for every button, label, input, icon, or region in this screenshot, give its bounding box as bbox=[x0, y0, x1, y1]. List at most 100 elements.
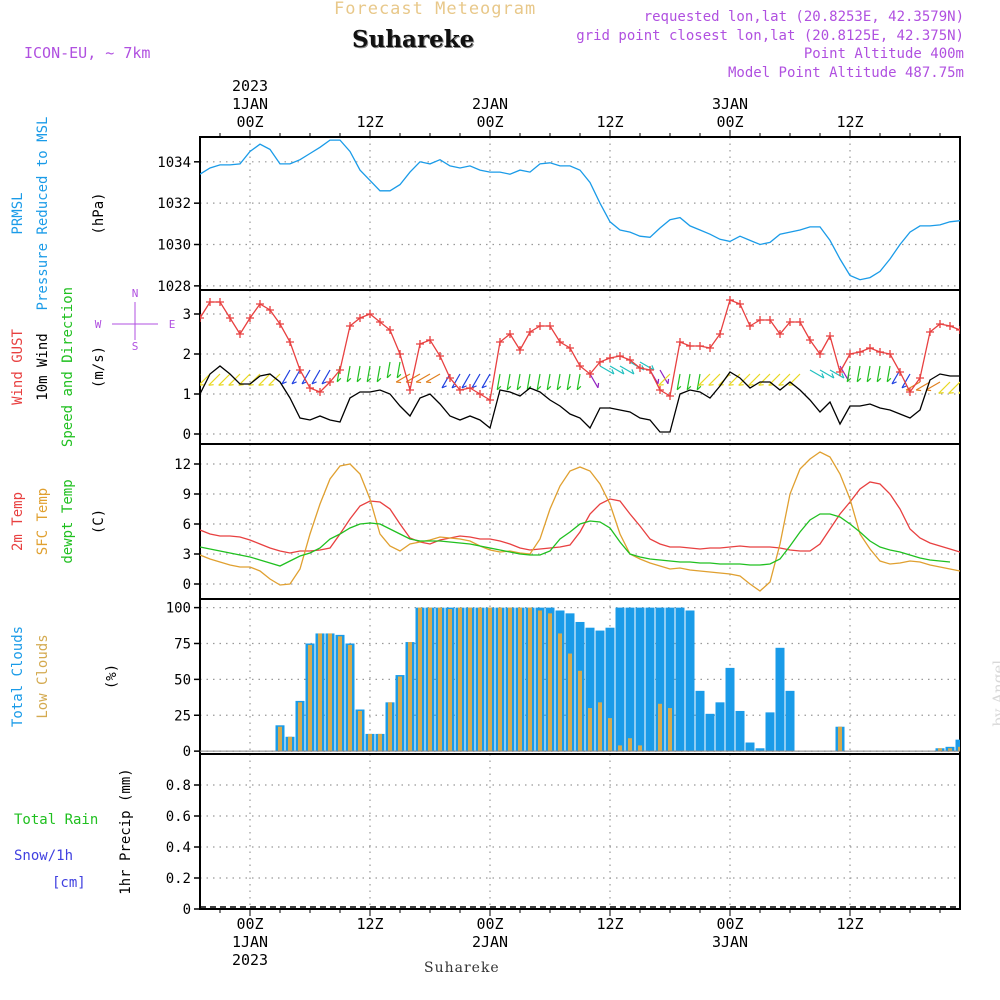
low-cloud-bar bbox=[658, 703, 662, 752]
wind-barb-head bbox=[396, 373, 402, 379]
gust-marker bbox=[876, 348, 884, 356]
plot-area-pressure bbox=[200, 139, 960, 281]
total-cloud-bar bbox=[685, 610, 695, 752]
chart-title: Forecast Meteogram bbox=[334, 0, 537, 19]
wind-barb-head bbox=[576, 385, 582, 391]
wind-barb bbox=[301, 369, 311, 385]
gust-marker bbox=[586, 370, 594, 378]
wind-barb bbox=[425, 373, 441, 383]
wind-barb-head bbox=[258, 384, 264, 386]
low-cloud-bar bbox=[578, 670, 582, 752]
ylabel-precipitation: 1hr Precip (mm) bbox=[118, 768, 134, 894]
wind-barb-head bbox=[969, 393, 974, 394]
wind-barb-head bbox=[481, 385, 487, 389]
wind-barb-head bbox=[676, 385, 682, 391]
wind-barb-head bbox=[778, 384, 784, 386]
total-cloud-bar bbox=[655, 607, 665, 752]
bottom-axis-label: 3JAN bbox=[712, 933, 748, 951]
gust-marker bbox=[806, 336, 814, 344]
ytick-label-clouds: 75 bbox=[174, 636, 191, 652]
model-label: ICON-EU, ~ 7km bbox=[24, 44, 151, 62]
wind-barb bbox=[758, 373, 771, 386]
wind-barb bbox=[809, 369, 825, 379]
wind-barb bbox=[451, 373, 461, 389]
gust-marker bbox=[416, 340, 424, 348]
total-cloud-bar bbox=[755, 748, 765, 752]
low-cloud-bar bbox=[388, 702, 392, 752]
wind-barb-head bbox=[376, 377, 382, 383]
wind-barb bbox=[658, 373, 671, 386]
total-cloud-bar bbox=[675, 607, 685, 752]
gust-marker bbox=[366, 310, 374, 318]
ylabel-temperature: (C) bbox=[91, 509, 107, 534]
low-cloud-bar bbox=[398, 676, 402, 752]
wind-barb-head bbox=[698, 384, 704, 386]
wind-barb bbox=[281, 369, 291, 385]
wind-barb-head bbox=[281, 381, 287, 385]
wind-barb bbox=[938, 381, 951, 394]
wind-barb-head bbox=[291, 381, 297, 385]
ytick-label-wind: 0 bbox=[183, 427, 191, 443]
low-cloud-bar bbox=[608, 718, 612, 752]
gust-marker bbox=[826, 332, 834, 340]
total-cloud-bar bbox=[966, 689, 975, 751]
total-cloud-bar bbox=[715, 702, 725, 752]
gust-marker bbox=[626, 356, 634, 364]
gust-marker bbox=[436, 352, 444, 360]
compass-e: E bbox=[169, 318, 176, 331]
top-axis-label: 12Z bbox=[356, 113, 383, 131]
low-cloud-bar bbox=[298, 702, 302, 752]
wind-barb-head bbox=[208, 384, 214, 386]
wind-barb-head bbox=[901, 385, 907, 389]
low-cloud-bar bbox=[548, 613, 552, 752]
gust-marker bbox=[886, 350, 894, 358]
ytick-label-wind: 2 bbox=[183, 347, 191, 363]
low-cloud-bar bbox=[458, 607, 462, 752]
low-cloud-bar bbox=[368, 733, 372, 752]
low-cloud-bar bbox=[308, 644, 312, 752]
wind-barb-head bbox=[657, 378, 660, 384]
wind-barb bbox=[396, 361, 401, 378]
wind-barb bbox=[576, 373, 581, 390]
wind-barb bbox=[566, 373, 571, 390]
gust-marker bbox=[306, 384, 314, 392]
wind-barb-head bbox=[651, 365, 655, 371]
wind-barb-head bbox=[621, 369, 625, 375]
compass-n: N bbox=[132, 287, 139, 300]
gust-marker bbox=[526, 328, 534, 336]
wind-barb-head bbox=[708, 384, 714, 386]
wind-barb bbox=[200, 374, 201, 375]
footer-station: Suhareke bbox=[424, 960, 500, 976]
wind-barb-head bbox=[556, 385, 562, 391]
panel-temperature: 0 3 6 9 12 2m Temp SFC Temp dewpt Temp (C) bbox=[10, 443, 961, 600]
wind-barb bbox=[901, 373, 911, 389]
ylabel-clouds: Total Clouds bbox=[10, 626, 26, 727]
wind-barb-head bbox=[866, 377, 872, 383]
gust-marker bbox=[356, 314, 364, 322]
wind-barb-head bbox=[386, 373, 392, 379]
wind-barb-head bbox=[200, 384, 204, 386]
low-cloud-bar bbox=[338, 636, 342, 752]
ytick-label-precipitation: 0.4 bbox=[166, 840, 191, 856]
gust-marker bbox=[706, 344, 714, 352]
panel-precipitation: 0 0.2 0.4 0.6 0.8 1hr Precip (mm) Total Rain Sn… bbox=[14, 753, 961, 918]
low-cloud-bar bbox=[938, 748, 942, 752]
gust-marker bbox=[326, 378, 334, 386]
model-altitude: Model Point Altitude 487.75m bbox=[727, 65, 964, 81]
gust-marker bbox=[856, 348, 864, 356]
low-cloud-bar bbox=[468, 607, 472, 752]
gust-marker bbox=[606, 354, 614, 362]
total-cloud-bar bbox=[645, 607, 655, 752]
ylabel-temperature: dewpt Temp bbox=[60, 479, 76, 563]
gust-marker bbox=[716, 330, 724, 338]
ylabel-wind: Speed and Direction bbox=[60, 287, 76, 447]
wind-barb-head bbox=[441, 385, 447, 389]
ylabel-pressure: (hPa) bbox=[91, 192, 107, 234]
wind-barb bbox=[258, 373, 271, 386]
wind-barb bbox=[696, 373, 701, 390]
total-cloud-bar bbox=[775, 647, 785, 752]
ylabel-clouds: Low Clouds bbox=[35, 634, 51, 718]
top-axis-label: 00Z bbox=[716, 113, 743, 131]
gust-marker bbox=[256, 300, 264, 308]
